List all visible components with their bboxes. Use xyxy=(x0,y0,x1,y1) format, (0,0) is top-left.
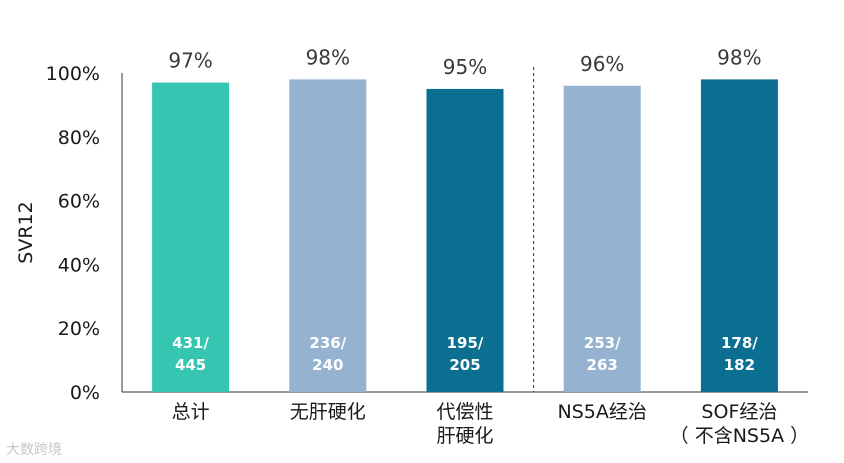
bar-count-label: 240 xyxy=(312,356,343,374)
bar-count-label: 445 xyxy=(175,356,206,374)
y-tick-label: 20% xyxy=(58,318,100,340)
x-category-label: SOF经治 xyxy=(701,401,777,423)
y-tick-label: 100% xyxy=(46,63,100,85)
bar-count-label: 236/ xyxy=(309,334,346,352)
bar xyxy=(152,82,230,392)
x-category-label: 总计 xyxy=(172,401,210,423)
x-category-label: （ 不含NS5A ） xyxy=(670,425,809,447)
y-tick-label: 60% xyxy=(58,191,100,213)
bar-value-label: 96% xyxy=(580,52,624,76)
bars: 97% 431/445 总计 98% 236/240 无肝硬化 95% 195/205 代偿性肝… xyxy=(152,45,809,447)
bar-value-label: 95% xyxy=(443,55,487,79)
y-tick-label: 80% xyxy=(58,127,100,149)
bar-count-label: 431/ xyxy=(172,334,209,352)
bar-value-label: 98% xyxy=(717,45,761,69)
bar xyxy=(563,85,641,392)
y-tick-labels: 0% 20% 40% 60% 80% 100% xyxy=(46,63,100,404)
bar-value-label: 97% xyxy=(168,49,212,73)
bar xyxy=(426,88,504,392)
x-category-label: 无肝硬化 xyxy=(290,401,366,423)
bar-count-label: 205 xyxy=(449,356,480,374)
bar-count-label: 182 xyxy=(724,356,755,374)
y-axis-label: SVR12 xyxy=(15,201,37,263)
watermark: 大数跨境 xyxy=(6,442,62,458)
bar xyxy=(700,79,778,392)
y-tick-label: 40% xyxy=(58,254,100,276)
x-category-label: NS5A经治 xyxy=(558,401,647,423)
bar-count-label: 178/ xyxy=(721,334,758,352)
bar-count-label: 195/ xyxy=(447,334,484,352)
bar-value-label: 98% xyxy=(306,45,350,69)
bar-count-label: 263 xyxy=(587,356,618,374)
bar xyxy=(289,79,367,392)
x-category-label: 肝硬化 xyxy=(436,425,493,447)
x-category-label: 代偿性 xyxy=(436,401,493,423)
bar-count-label: 253/ xyxy=(584,334,621,352)
y-tick-label: 0% xyxy=(70,382,100,404)
